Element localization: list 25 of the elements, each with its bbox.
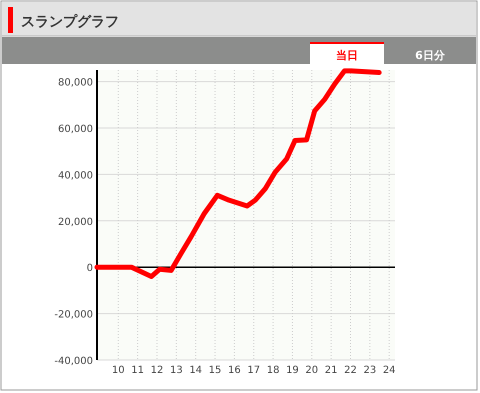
text: 当日: [336, 49, 358, 62]
x-tick-label: 10: [112, 365, 125, 376]
x-tick-label: 14: [189, 365, 202, 376]
x-tick-label: 17: [247, 365, 260, 376]
x-tick-label: 15: [208, 365, 222, 376]
text: 6日分: [415, 49, 446, 62]
x-tick-label: 12: [150, 365, 164, 376]
x-tick-label: 11: [131, 365, 144, 376]
x-tick-label: 21: [324, 365, 338, 376]
y-tick-label: 40,000: [58, 170, 93, 182]
x-tick-label: 19: [286, 365, 299, 376]
chart-title: スランプグラフ: [21, 13, 119, 30]
x-tick-label: 24: [382, 365, 396, 376]
y-tick-label: -20,000: [54, 310, 93, 321]
y-tick-label: 0: [86, 263, 93, 274]
x-tick-label: 13: [170, 365, 183, 376]
x-tick-label: 23: [363, 365, 376, 376]
x-tick-label: 18: [266, 365, 280, 376]
y-tick-label: 80,000: [58, 78, 93, 89]
y-tick-label: -40,000: [54, 356, 93, 367]
y-tick-label: 60,000: [58, 124, 93, 135]
x-tick-label: 16: [228, 365, 241, 376]
x-tick-label: 20: [305, 365, 318, 376]
x-tick-label: 22: [344, 365, 357, 376]
y-tick-label: 20,000: [58, 216, 93, 228]
